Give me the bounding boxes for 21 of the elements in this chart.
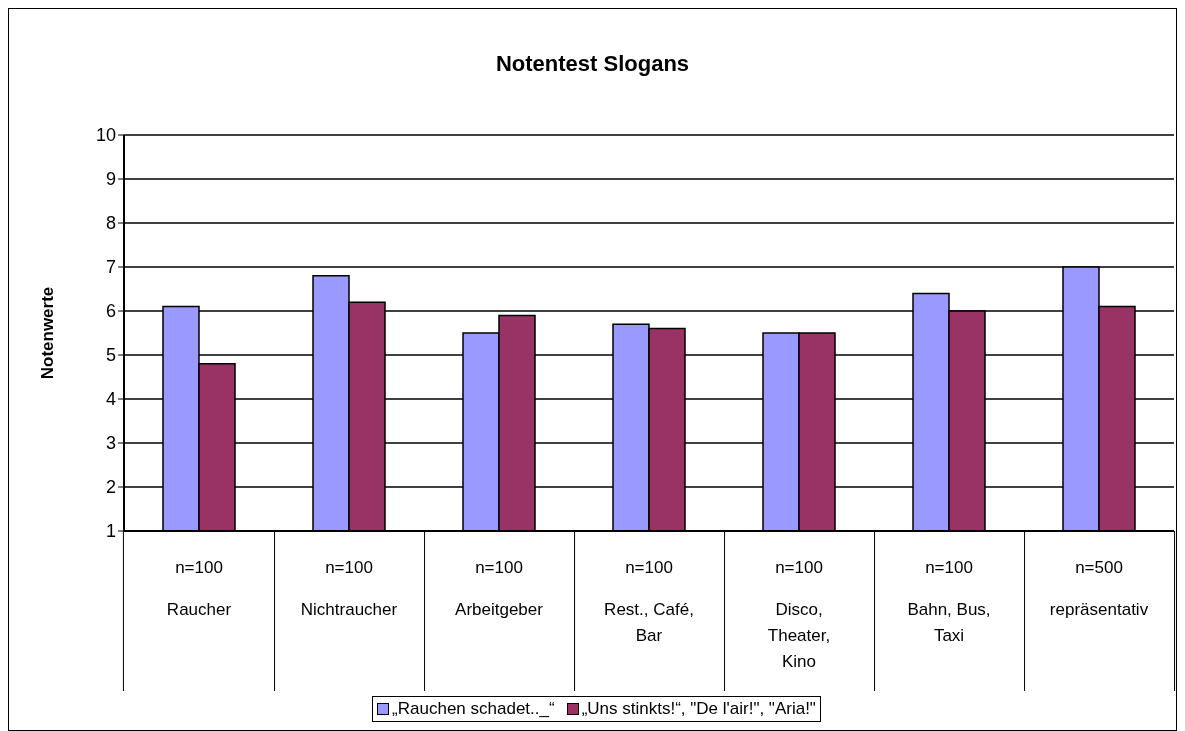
chart-title: Notentest Slogans [494,51,691,77]
category-label: n=100 Disco, Theater, Kino [767,558,831,671]
y-tick-label: 1 [105,521,116,542]
y-tick-label: 3 [105,433,116,454]
y-tick-label: 10 [95,125,116,146]
y-tick-label: 4 [105,389,116,410]
y-tick-label: 8 [105,213,116,234]
category-label: n=100 Rest., Café, Bar [604,558,694,645]
category-label: n=100 Arbeitgeber [455,558,543,619]
y-tick-label: 2 [105,477,116,498]
y-tick-label: 6 [105,301,116,322]
category-label: n=100 Raucher [166,558,232,619]
legend-label: „Rauchen schadet.._“ [392,699,555,719]
category-label: n=500 repräsentativ [1049,558,1149,619]
y-axis-title: Notenwerte [38,286,58,380]
category-label: n=100 Nichtraucher [300,558,398,619]
category-label: n=100 Bahn, Bus, Taxi [907,558,991,645]
y-tick-label: 9 [105,169,116,190]
legend-label: „Uns stinkts!“, "De l'air!", "Aria!" [581,699,816,719]
y-tick-label: 7 [105,257,116,278]
y-tick-label: 5 [105,345,116,366]
